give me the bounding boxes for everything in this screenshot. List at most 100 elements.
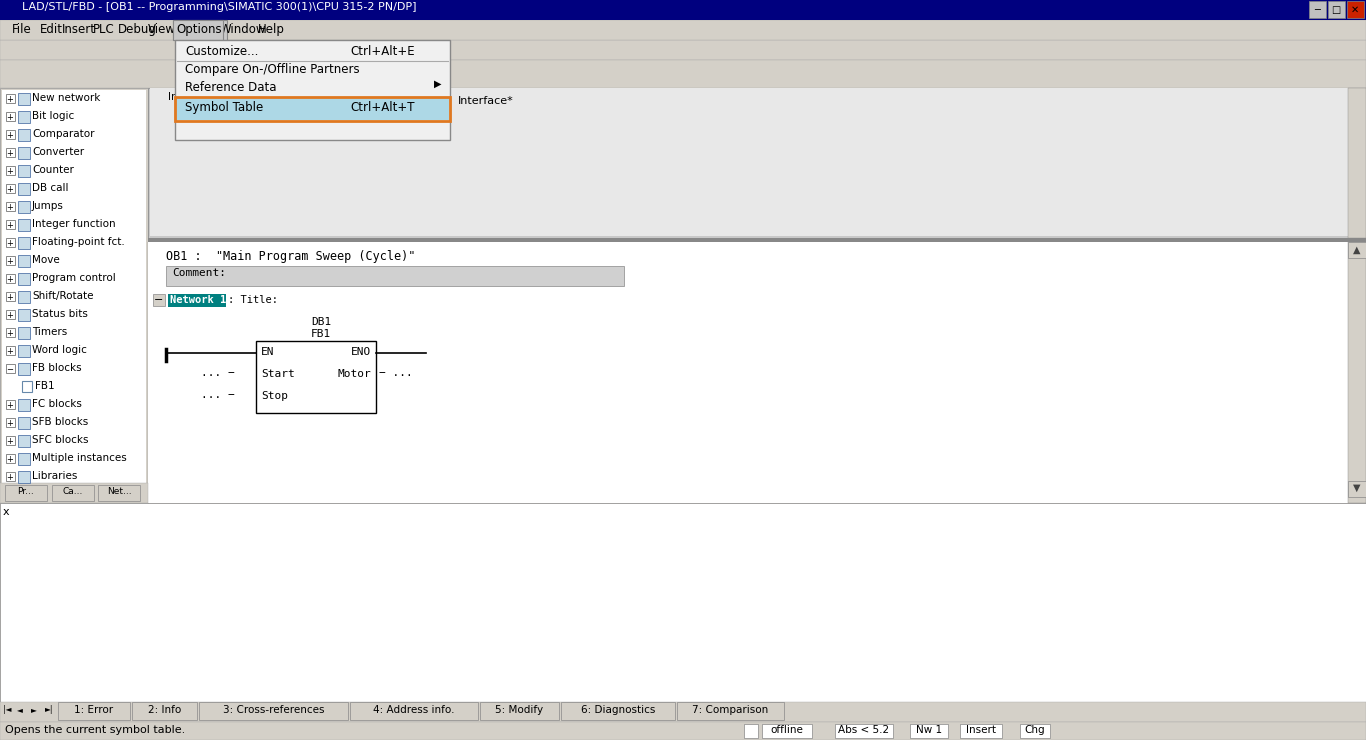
Bar bbox=[5, 202, 15, 211]
Bar bbox=[22, 381, 31, 392]
Bar bbox=[175, 40, 449, 140]
Bar bbox=[18, 165, 30, 177]
Bar bbox=[150, 88, 1350, 236]
Text: +: + bbox=[7, 347, 14, 356]
Bar bbox=[0, 0, 1366, 20]
Text: +: + bbox=[7, 329, 14, 338]
Text: ►|: ►| bbox=[45, 705, 53, 714]
Text: FB blocks: FB blocks bbox=[31, 363, 82, 373]
Bar bbox=[5, 454, 15, 463]
Text: Motor: Motor bbox=[337, 369, 372, 379]
Text: ─: ─ bbox=[1314, 5, 1320, 15]
Bar bbox=[1309, 1, 1326, 18]
Text: Pr...: Pr... bbox=[18, 487, 34, 496]
Text: Options: Options bbox=[176, 23, 221, 36]
Bar bbox=[5, 166, 15, 175]
Bar bbox=[18, 273, 30, 285]
Text: Shift/Rotate: Shift/Rotate bbox=[31, 291, 93, 301]
Text: SFC blocks: SFC blocks bbox=[31, 435, 89, 445]
Text: Reference Data: Reference Data bbox=[184, 81, 276, 94]
Text: Symbol Table: Symbol Table bbox=[184, 101, 264, 114]
Text: Program control: Program control bbox=[31, 273, 116, 283]
Text: Network 1: Network 1 bbox=[169, 295, 227, 305]
Text: New network: New network bbox=[31, 93, 100, 103]
Text: +: + bbox=[7, 149, 14, 158]
Text: View: View bbox=[148, 23, 176, 36]
Text: +: + bbox=[7, 239, 14, 248]
Text: +: + bbox=[7, 293, 14, 302]
Bar bbox=[479, 702, 559, 720]
Bar bbox=[5, 148, 15, 157]
Text: +: + bbox=[7, 311, 14, 320]
Text: −: − bbox=[7, 365, 14, 374]
Bar bbox=[148, 242, 1348, 503]
Bar bbox=[678, 702, 784, 720]
Bar bbox=[148, 88, 1366, 238]
Text: 1: Error: 1: Error bbox=[74, 705, 113, 715]
Text: Ca...: Ca... bbox=[63, 487, 83, 496]
Text: offline: offline bbox=[770, 725, 803, 735]
Bar bbox=[0, 483, 148, 503]
Text: 4: Address info.: 4: Address info. bbox=[373, 705, 455, 715]
Text: Insert: Insert bbox=[966, 725, 996, 735]
Text: Edit: Edit bbox=[40, 23, 63, 36]
Text: : Title:: : Title: bbox=[228, 295, 279, 305]
Bar bbox=[18, 309, 30, 321]
Text: ▼: ▼ bbox=[1354, 483, 1361, 493]
Bar bbox=[5, 184, 15, 193]
Bar bbox=[18, 111, 30, 123]
Bar bbox=[133, 702, 197, 720]
Text: FB1: FB1 bbox=[311, 329, 331, 339]
Bar bbox=[173, 20, 227, 40]
Bar bbox=[561, 702, 675, 720]
Text: 3: Cross-references: 3: Cross-references bbox=[223, 705, 324, 715]
Text: ◄: ◄ bbox=[16, 705, 23, 714]
Text: ▲: ▲ bbox=[1354, 245, 1361, 255]
Bar bbox=[5, 94, 15, 103]
Text: 2: Info: 2: Info bbox=[148, 705, 182, 715]
Text: Compare On-/Offline Partners: Compare On-/Offline Partners bbox=[184, 63, 359, 76]
Text: +: + bbox=[7, 419, 14, 428]
Text: Ctrl+Alt+E: Ctrl+Alt+E bbox=[350, 45, 415, 58]
Bar bbox=[350, 702, 478, 720]
Text: Libraries: Libraries bbox=[31, 471, 78, 481]
Bar bbox=[5, 220, 15, 229]
Text: ▶: ▶ bbox=[434, 79, 441, 89]
Bar bbox=[5, 472, 15, 481]
Bar bbox=[0, 88, 148, 503]
Bar bbox=[98, 485, 139, 501]
Bar bbox=[5, 310, 15, 319]
Bar bbox=[1348, 481, 1366, 497]
Text: Int...: Int... bbox=[168, 92, 191, 102]
Bar bbox=[167, 266, 624, 286]
Bar bbox=[176, 98, 449, 120]
Bar bbox=[57, 702, 130, 720]
Text: − ...: − ... bbox=[378, 368, 413, 378]
Bar bbox=[5, 130, 15, 139]
Bar bbox=[18, 183, 30, 195]
Bar bbox=[1348, 242, 1366, 258]
Text: +: + bbox=[7, 167, 14, 176]
Text: Insert: Insert bbox=[61, 23, 96, 36]
Text: +: + bbox=[7, 275, 14, 284]
Bar bbox=[1328, 1, 1346, 18]
Bar bbox=[5, 256, 15, 265]
Bar bbox=[153, 294, 165, 306]
Bar bbox=[5, 292, 15, 301]
Text: 6: Diagnostics: 6: Diagnostics bbox=[581, 705, 656, 715]
Bar bbox=[52, 485, 94, 501]
Text: x: x bbox=[3, 507, 10, 517]
Text: Jumps: Jumps bbox=[31, 201, 64, 211]
Bar bbox=[835, 724, 893, 738]
Text: Chg: Chg bbox=[1024, 725, 1045, 735]
Bar bbox=[5, 418, 15, 427]
Bar bbox=[18, 363, 30, 375]
Bar bbox=[148, 238, 1366, 242]
Text: Word logic: Word logic bbox=[31, 345, 87, 355]
Bar bbox=[18, 417, 30, 429]
Bar bbox=[150, 90, 199, 104]
Text: +: + bbox=[7, 455, 14, 464]
Text: +: + bbox=[7, 131, 14, 140]
Bar bbox=[0, 702, 1366, 722]
Bar bbox=[148, 242, 1366, 503]
